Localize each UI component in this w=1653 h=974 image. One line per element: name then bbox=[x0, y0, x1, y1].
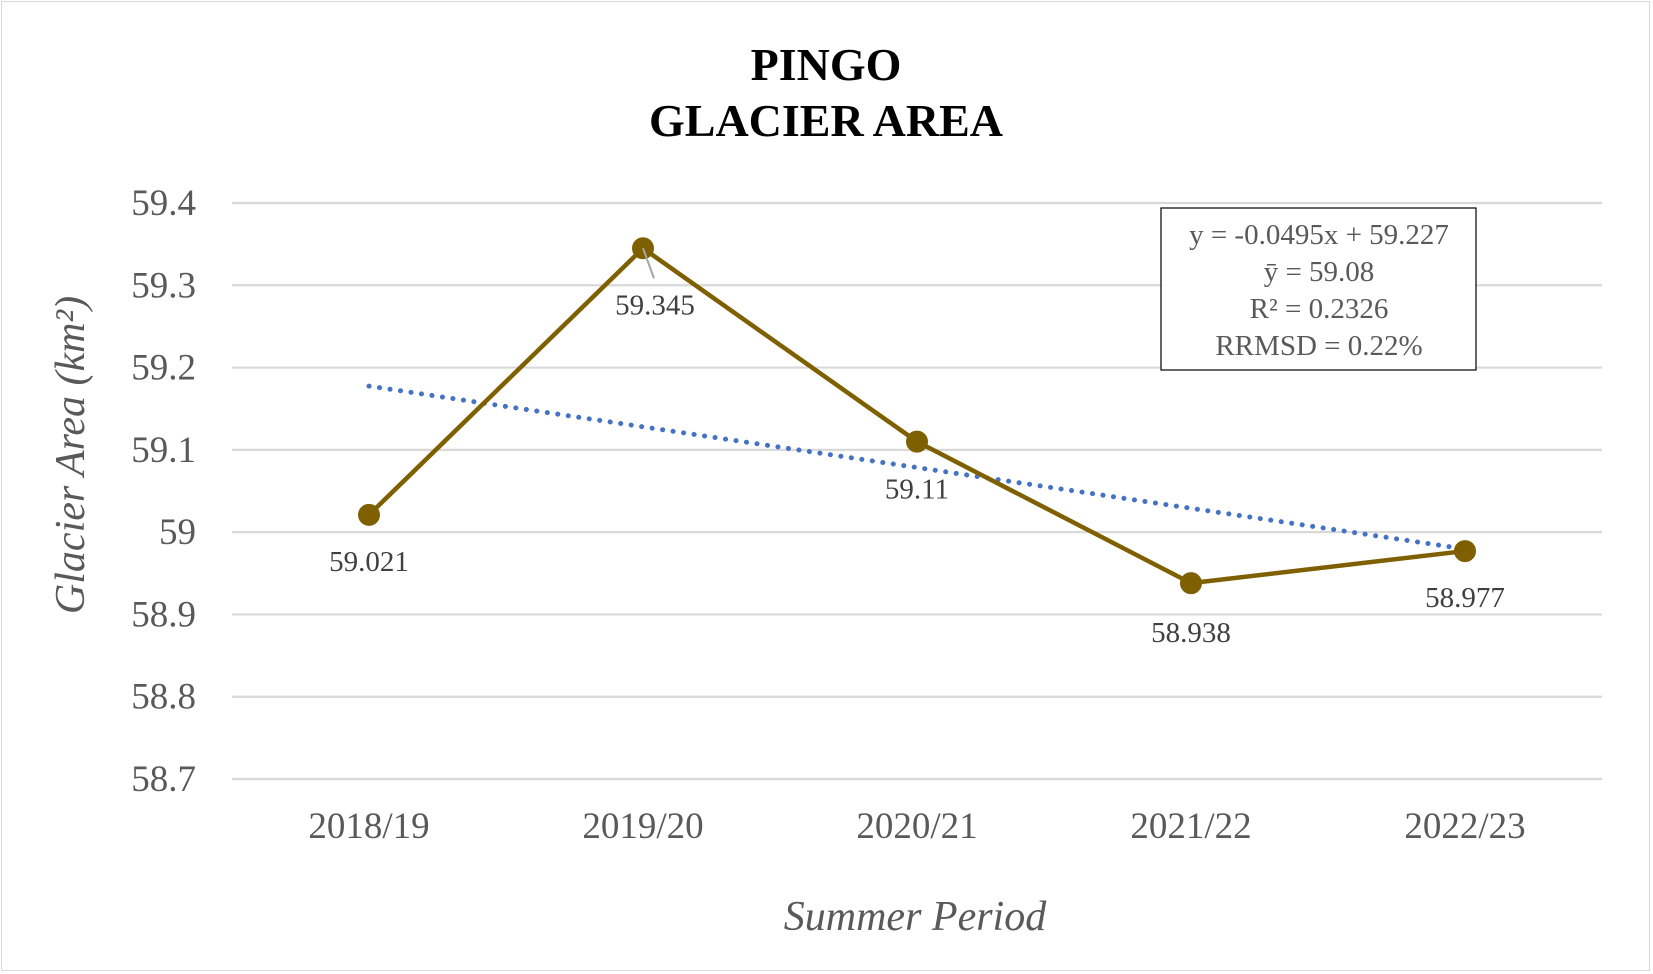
y-tick-label: 59.4 bbox=[131, 183, 196, 224]
x-tick-label: 2018/19 bbox=[308, 806, 429, 847]
data-labels-group: 59.021 59.345 59.11 58.938 58.977 bbox=[329, 247, 1505, 649]
y-tick-label: 58.7 bbox=[131, 759, 196, 800]
data-label-leader bbox=[642, 247, 655, 279]
data-label: 59.11 bbox=[885, 474, 949, 506]
data-point bbox=[358, 503, 380, 526]
x-tick-label: 2021/22 bbox=[1130, 806, 1251, 847]
trendline-group bbox=[366, 383, 1468, 552]
data-label: 58.938 bbox=[1151, 617, 1231, 649]
stats-rrmsd: RRMSD = 0.22% bbox=[1215, 330, 1422, 362]
data-point bbox=[906, 430, 928, 453]
data-label: 59.345 bbox=[615, 289, 695, 321]
y-tick-label: 59.3 bbox=[131, 265, 196, 306]
y-tick-label: 59.1 bbox=[131, 430, 196, 471]
y-tick-label: 59 bbox=[159, 512, 196, 553]
x-axis-title: Summer Period bbox=[784, 894, 1047, 940]
trendline bbox=[366, 383, 1468, 552]
stats-r2: R² = 0.2326 bbox=[1250, 293, 1389, 325]
x-tick-labels: 2018/19 2019/20 2020/21 2021/22 2022/23 bbox=[308, 806, 1525, 847]
y-tick-labels: 59.4 59.3 59.2 59.1 59 58.9 58.8 58.7 bbox=[131, 183, 196, 800]
chart-title-line2: GLACIER AREA bbox=[649, 95, 1003, 146]
y-tick-label: 58.9 bbox=[131, 594, 196, 635]
data-point bbox=[1180, 572, 1202, 595]
x-tick-label: 2019/20 bbox=[582, 806, 703, 847]
x-tick-label: 2020/21 bbox=[856, 806, 977, 847]
x-tick-label: 2022/23 bbox=[1404, 806, 1525, 847]
data-label: 58.977 bbox=[1425, 582, 1505, 614]
stats-box-border bbox=[1160, 207, 1477, 371]
chart-title-line1: PINGO bbox=[751, 39, 902, 90]
y-tick-label: 58.8 bbox=[131, 677, 196, 718]
stats-mean: ȳ = 59.08 bbox=[1264, 256, 1375, 288]
y-tick-label: 59.2 bbox=[131, 348, 196, 389]
stats-box: y = -0.0495x + 59.227 ȳ = 59.08 R² = 0.2… bbox=[1160, 207, 1477, 371]
data-label: 59.021 bbox=[329, 546, 409, 578]
y-axis-title: Glacier Area (km²) bbox=[48, 296, 94, 614]
stats-equation: y = -0.0495x + 59.227 bbox=[1189, 219, 1449, 251]
data-point bbox=[1454, 540, 1476, 563]
